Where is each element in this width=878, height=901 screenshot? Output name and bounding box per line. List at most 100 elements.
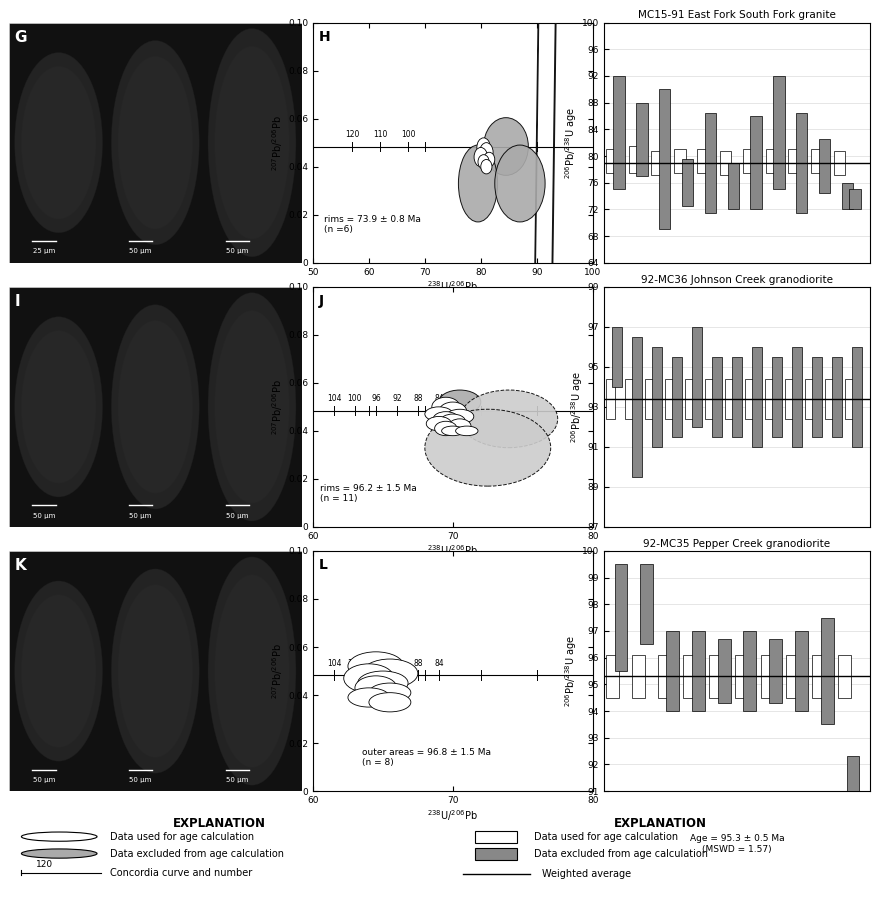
Bar	[636, 103, 647, 176]
Text: Concordia curve and number: Concordia curve and number	[110, 868, 252, 878]
Bar	[804, 378, 814, 419]
Bar	[824, 378, 834, 419]
Ellipse shape	[431, 397, 459, 416]
Ellipse shape	[221, 329, 282, 485]
Ellipse shape	[49, 123, 68, 163]
Ellipse shape	[438, 402, 466, 422]
Text: 84: 84	[434, 395, 443, 404]
Bar	[673, 149, 685, 173]
Ellipse shape	[152, 401, 158, 413]
Ellipse shape	[55, 665, 61, 677]
Ellipse shape	[248, 137, 255, 149]
Ellipse shape	[228, 611, 275, 731]
Ellipse shape	[28, 609, 89, 733]
Bar	[614, 564, 627, 671]
Bar	[475, 848, 516, 860]
Ellipse shape	[21, 595, 96, 747]
Ellipse shape	[118, 585, 192, 757]
Text: 100: 100	[348, 395, 362, 404]
Bar	[631, 337, 642, 477]
Text: 120: 120	[344, 131, 359, 140]
Ellipse shape	[214, 47, 289, 239]
Bar	[651, 150, 662, 175]
Ellipse shape	[49, 651, 68, 691]
Text: Age = 93.4 ± 0.5 Ma
(MSWD = 1.6): Age = 93.4 ± 0.5 Ma (MSWD = 1.6)	[689, 570, 783, 589]
Bar	[845, 378, 854, 419]
Ellipse shape	[139, 633, 172, 709]
Ellipse shape	[441, 426, 464, 436]
Ellipse shape	[132, 617, 178, 725]
Bar	[742, 150, 753, 173]
Y-axis label: $\mathregular{^{207}Pb/^{206}Pb}$: $\mathregular{^{207}Pb/^{206}Pb}$	[270, 379, 284, 435]
Bar	[833, 150, 845, 175]
Bar	[773, 76, 784, 189]
Ellipse shape	[112, 305, 199, 509]
Bar	[704, 113, 716, 213]
Ellipse shape	[494, 145, 544, 222]
Text: 50 μm: 50 μm	[129, 513, 152, 519]
Ellipse shape	[511, 0, 561, 901]
Ellipse shape	[242, 383, 262, 431]
Text: 92: 92	[392, 395, 401, 404]
Bar	[743, 631, 755, 711]
Ellipse shape	[445, 409, 473, 423]
Ellipse shape	[214, 311, 289, 503]
Ellipse shape	[455, 426, 478, 436]
Ellipse shape	[357, 671, 407, 695]
Ellipse shape	[146, 649, 165, 693]
Ellipse shape	[28, 80, 89, 205]
Bar	[716, 639, 730, 703]
Ellipse shape	[362, 659, 417, 687]
Text: I: I	[15, 294, 20, 309]
Bar	[765, 149, 776, 173]
Ellipse shape	[15, 52, 103, 232]
Bar	[820, 618, 832, 724]
Ellipse shape	[458, 145, 497, 222]
Bar	[765, 378, 774, 419]
Bar	[666, 631, 679, 711]
Bar	[724, 378, 735, 419]
Bar	[851, 347, 861, 447]
Text: 50 μm: 50 μm	[129, 777, 152, 783]
Y-axis label: $\mathregular{^{207}Pb/^{206}Pb}$: $\mathregular{^{207}Pb/^{206}Pb}$	[270, 643, 284, 699]
Bar	[810, 150, 822, 173]
Bar	[831, 357, 841, 437]
Text: Data used for age calculation: Data used for age calculation	[110, 832, 254, 842]
Text: EXPLANATION: EXPLANATION	[613, 817, 706, 831]
Text: J: J	[318, 294, 323, 308]
Ellipse shape	[112, 569, 199, 773]
Bar	[681, 159, 693, 206]
Ellipse shape	[483, 118, 528, 176]
Ellipse shape	[369, 693, 410, 712]
Text: 88: 88	[413, 659, 422, 668]
Bar	[605, 378, 615, 419]
Ellipse shape	[426, 416, 451, 431]
Ellipse shape	[125, 337, 185, 477]
Ellipse shape	[208, 557, 296, 785]
Ellipse shape	[21, 849, 97, 858]
Text: Age = 95.3 ± 0.5 Ma
(MSWD = 1.57): Age = 95.3 ± 0.5 Ma (MSWD = 1.57)	[689, 834, 783, 854]
Bar	[685, 378, 694, 419]
Text: 50 μm: 50 μm	[226, 249, 248, 254]
X-axis label: $\mathregular{^{238}U/^{206}Pb}$: $\mathregular{^{238}U/^{206}Pb}$	[427, 279, 478, 295]
Text: Data excluded from age calculation: Data excluded from age calculation	[110, 849, 284, 859]
Ellipse shape	[440, 414, 464, 429]
Text: rims = 96.2 ± 1.5 Ma
(n = 11): rims = 96.2 ± 1.5 Ma (n = 11)	[320, 484, 416, 503]
Text: 96: 96	[371, 395, 380, 404]
Bar	[731, 357, 741, 437]
Ellipse shape	[42, 637, 76, 705]
Bar	[625, 378, 635, 419]
Ellipse shape	[42, 373, 76, 441]
Text: rims = 73.9 ± 0.8 Ma
(n =6): rims = 73.9 ± 0.8 Ma (n =6)	[324, 214, 421, 234]
Ellipse shape	[55, 137, 61, 149]
Ellipse shape	[242, 647, 262, 695]
Text: 104: 104	[327, 395, 341, 404]
Text: EXPLANATION: EXPLANATION	[172, 817, 265, 831]
Text: 50 μm: 50 μm	[226, 777, 248, 783]
Text: Data used for age calculation: Data used for age calculation	[534, 832, 678, 842]
Ellipse shape	[21, 832, 97, 842]
Text: 88: 88	[413, 395, 422, 404]
Bar	[759, 655, 773, 697]
Ellipse shape	[21, 331, 96, 483]
Bar	[794, 631, 807, 711]
